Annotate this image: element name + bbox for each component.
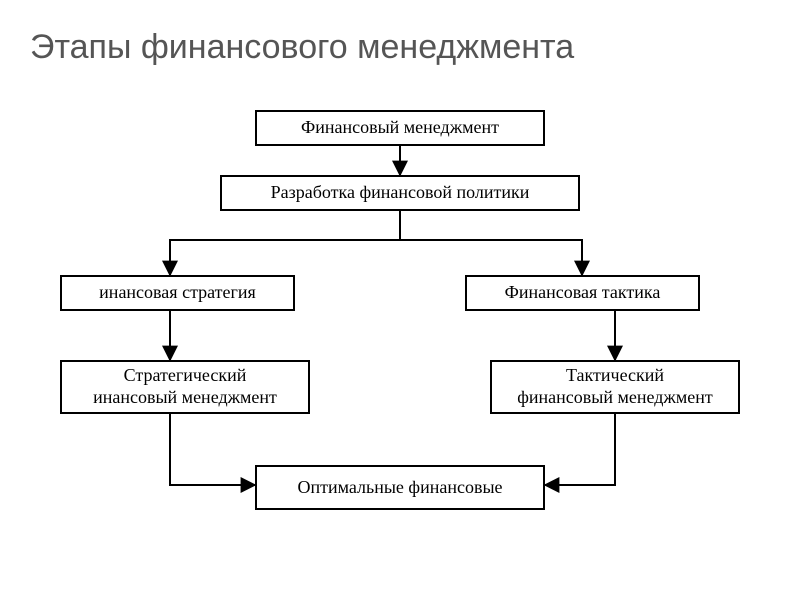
flowchart: Финансовый менеджмент Разработка финансов… [60,110,740,550]
flowchart-node-n7: Оптимальные финансовые [255,465,545,510]
flowchart-node-n2: Разработка финансовой политики [220,175,580,211]
slide-title: Этапы финансового менеджмента [30,28,574,67]
flowchart-node-n3: инансовая стратегия [60,275,295,311]
flowchart-edge-n2-n3 [170,211,400,275]
flowchart-edge-n6-n7 [545,414,615,485]
flowchart-node-n6: Тактическийфинансовый менеджмент [490,360,740,414]
flowchart-edge-n2-n4 [400,211,582,275]
flowchart-edge-n5-n7 [170,414,255,485]
flowchart-node-n5: Стратегическийинансовый менеджмент [60,360,310,414]
flowchart-node-n4: Финансовая тактика [465,275,700,311]
flowchart-node-n1: Финансовый менеджмент [255,110,545,146]
